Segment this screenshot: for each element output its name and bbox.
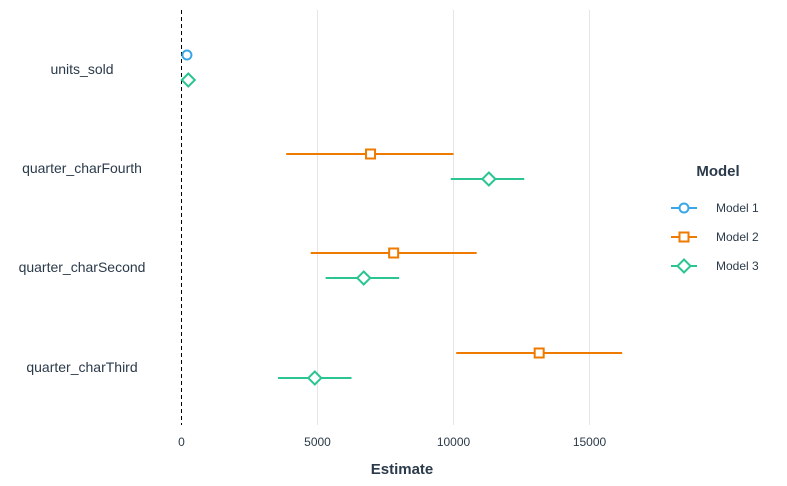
legend-key-marker-0	[678, 202, 690, 214]
x-tick-label-1: 5000	[304, 435, 331, 449]
legend-label-2: Model 3	[716, 259, 759, 273]
point-1-0	[365, 148, 377, 160]
point-1-2	[533, 347, 545, 359]
legend-key-marker-2	[676, 258, 692, 274]
x-axis-ticks: 0 5000 10000 15000	[178, 435, 606, 449]
series-model-1	[181, 49, 193, 61]
point-2-3	[306, 370, 323, 386]
y-label-quarter_charSecond: quarter_charSecond	[19, 259, 146, 275]
point-2-2	[355, 270, 372, 286]
legend-label-0: Model 1	[716, 201, 759, 215]
y-label-quarter_charThird: quarter_charThird	[26, 359, 137, 375]
point-2-1	[480, 171, 497, 187]
point-0-0	[181, 49, 193, 61]
y-label-units_sold: units_sold	[50, 61, 113, 77]
legend-title: Model	[696, 163, 739, 180]
point-2-0	[180, 72, 197, 88]
series-model-3	[180, 72, 525, 386]
x-tick-label-0: 0	[178, 435, 185, 449]
series-model-2	[286, 148, 623, 359]
x-axis-title: Estimate	[371, 461, 434, 478]
legend: Model Model 1 Model 2 Model 3	[671, 163, 759, 274]
x-tick-label-2: 10000	[437, 435, 471, 449]
point-1-1	[388, 247, 400, 259]
y-axis-labels: units_sold quarter_charFourth quarter_char…	[19, 61, 146, 375]
legend-key-marker-1	[678, 231, 690, 243]
legend-label-1: Model 2	[716, 230, 759, 244]
data-marks	[180, 49, 623, 386]
x-tick-label-3: 15000	[573, 435, 607, 449]
y-label-quarter_charFourth: quarter_charFourth	[22, 160, 142, 176]
gridlines	[317, 10, 590, 425]
